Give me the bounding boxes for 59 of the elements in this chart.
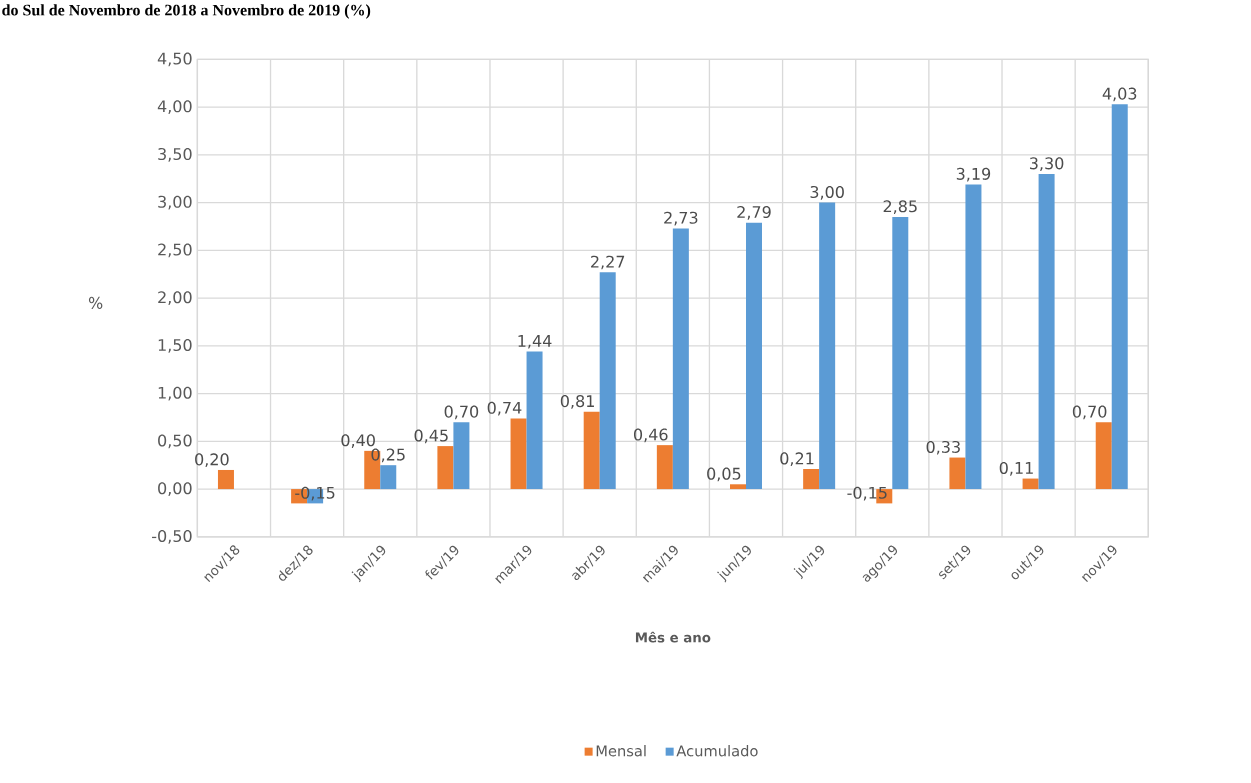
data-label: 0,40 — [341, 434, 375, 448]
y-tick-label: 1,00 — [158, 386, 192, 401]
data-label: 0,81 — [560, 395, 594, 409]
bar — [729, 484, 746, 490]
y-tick-label: -0,50 — [152, 530, 192, 544]
y-axis-title: % — [88, 296, 103, 309]
bar — [380, 465, 397, 490]
data-label: 2,85 — [883, 200, 917, 215]
data-label: 3,30 — [1029, 157, 1064, 172]
data-label: -0,15 — [295, 486, 335, 501]
data-label: 1,44 — [518, 335, 552, 349]
bar — [803, 469, 820, 490]
bar — [672, 228, 689, 490]
data-label: 0,45 — [414, 429, 448, 444]
data-label: 3,00 — [810, 185, 844, 200]
data-label: 0,21 — [780, 452, 814, 467]
bar — [583, 411, 600, 490]
data-label: 0,20 — [195, 453, 229, 468]
data-label: 0,05 — [707, 467, 741, 482]
bar — [965, 184, 982, 490]
data-label: 2,27 — [591, 255, 625, 270]
data-label: 0,46 — [633, 428, 668, 443]
legend-label: Mensal — [596, 745, 646, 757]
bar — [217, 470, 234, 490]
data-label: 4,03 — [1102, 87, 1137, 102]
bar — [437, 446, 454, 490]
bar — [656, 445, 673, 490]
data-label: 2,79 — [737, 206, 771, 220]
y-tick-label: 0,00 — [158, 482, 192, 496]
y-tick-label: 3,50 — [158, 148, 192, 162]
y-tick-label: 2,50 — [158, 243, 192, 258]
data-label: 0,70 — [444, 405, 479, 420]
data-label: 3,19 — [956, 167, 991, 182]
bar — [949, 457, 966, 490]
y-tick-label: 2,00 — [158, 291, 192, 306]
bar — [819, 202, 836, 490]
bar — [1095, 422, 1112, 490]
data-label: 0,33 — [926, 440, 960, 455]
chart-title: do Sul de Novembro de 2018 a Novembro de 2019 (%) — [2, 4, 371, 19]
y-tick-label: 4,50 — [157, 52, 192, 67]
bar — [599, 272, 616, 490]
y-tick-label: 3,00 — [158, 195, 192, 210]
legend-label: Acumulado — [676, 745, 758, 757]
data-label: 0,70 — [1072, 405, 1107, 420]
data-label: 0,74 — [487, 401, 522, 416]
bar — [453, 422, 470, 490]
x-axis-title: Mês e ano — [635, 631, 711, 643]
bar — [1038, 174, 1055, 490]
bar — [510, 418, 527, 490]
bar — [746, 222, 762, 490]
data-label: 0,11 — [999, 461, 1033, 476]
y-tick-label: 4,00 — [157, 100, 192, 115]
bar — [526, 351, 543, 490]
bar — [892, 216, 909, 490]
y-tick-label: 0,50 — [158, 434, 192, 449]
bar — [1022, 478, 1039, 490]
data-label: 2,73 — [664, 211, 698, 226]
bar — [1111, 104, 1128, 490]
y-tick-label: 1,50 — [158, 339, 192, 353]
